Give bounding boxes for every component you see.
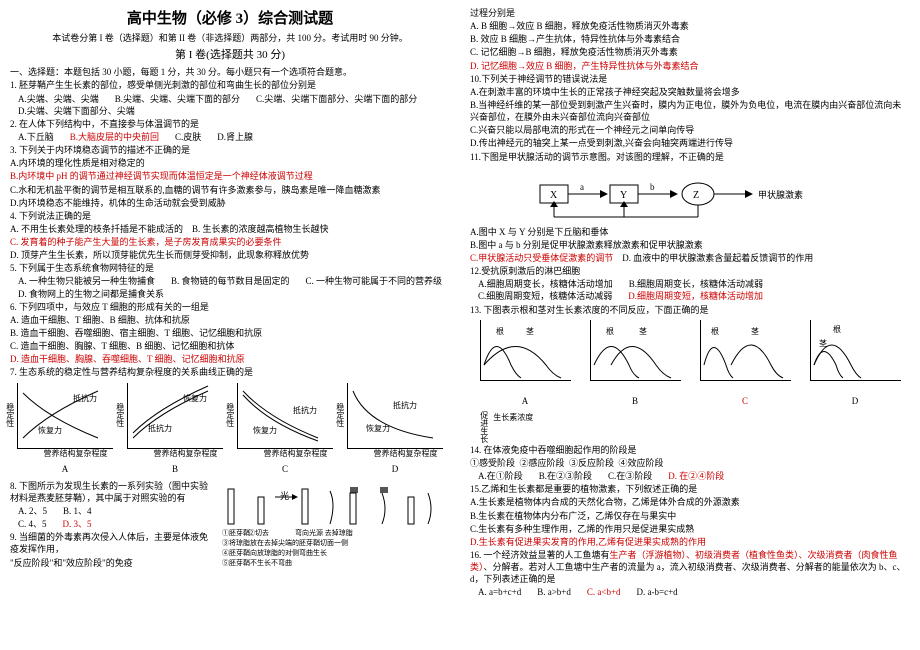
svg-text:茎: 茎	[526, 326, 534, 336]
svg-text:②切去: ②切去	[248, 528, 269, 537]
svg-text:弯向光源 去掉琼脂: 弯向光源 去掉琼脂	[295, 528, 353, 537]
chart-d-icon: 抵抗力 恢复力	[348, 383, 443, 448]
svg-text:茎: 茎	[819, 338, 827, 348]
q16-opts: A. a=b+c+dB. a>b+dC. a<b+dD. a-b=c+d	[478, 586, 910, 598]
exam-subtitle: 本试卷分第 I 卷（选择题）和第 II 卷（非选择题）两部分，共 100 分。考…	[10, 32, 450, 44]
q5-stem: 5. 下列属于生态系统食物网特征的是	[10, 262, 450, 274]
svg-text:Y: Y	[620, 190, 627, 201]
svg-text:①胚芽鞘: ①胚芽鞘	[222, 528, 250, 537]
svg-text:根: 根	[833, 324, 841, 334]
svg-text:X: X	[550, 190, 558, 201]
svg-text:甲状腺激素: 甲状腺激素	[758, 189, 803, 200]
q12-stem: 12.受抗原刺激后的淋巴细胞	[470, 265, 910, 277]
svg-text:b: b	[650, 182, 655, 192]
exam-title: 高中生物（必修 3）综合测试题	[10, 9, 450, 29]
q10-stem: 10.下列关于神经调节的错误说法是	[470, 73, 910, 85]
q1-stem: 1. 胚芽鞘产生生长素的部位，感受单侧光刺激的部位和弯曲生长的部位分别是	[10, 79, 450, 91]
svg-text:抵抗力: 抵抗力	[393, 400, 417, 410]
q7-stem: 7. 生态系统的稳定性与营养结构复杂程度的关系曲线正确的是	[10, 366, 450, 378]
chart13-b-icon: 根茎	[591, 320, 681, 380]
svg-text:根: 根	[606, 326, 614, 336]
svg-text:恢复力: 恢复力	[366, 423, 390, 433]
q2-stem: 2. 在人体下列结构中，不直接参与体温调节的是	[10, 118, 450, 130]
q16-stem: 16. 一个经济效益显著的人工鱼塘有生产者（浮游植物）、初级消费者（植食性鱼类）…	[470, 549, 910, 585]
q4-stem: 4. 下列说法正确的是	[10, 210, 450, 222]
chart13-d-icon: 根茎	[811, 320, 901, 380]
svg-text:恢复力: 恢复力	[38, 425, 62, 435]
q13-charts: 根茎 A 根茎 B 根茎 C 根茎 D	[470, 320, 910, 407]
q11-diagram: X a Y b Z 甲状腺激素	[530, 167, 910, 222]
section-heading: 第 I 卷(选择题共 30 分)	[10, 48, 450, 63]
q5-opts: A. 一种生物只能被另一种生物捕食B. 食物链的每节数目是固定的 C. 一种生物…	[18, 275, 450, 299]
q6-stem: 6. 下列四项中，与效应 T 细胞的形成有关的一组是	[10, 301, 450, 313]
q1-opts: A.尖端、尖端、尖端B.尖端、尖端、尖端下面的部分 C.尖端、尖端下面部分、尖端…	[18, 93, 450, 117]
q3-stem: 3. 下列关于内环境稳态调节的描述不正确的是	[10, 144, 450, 156]
q15-stem: 15.乙烯和生长素都是重要的植物激素，下列叙述正确的是	[470, 483, 910, 495]
chart-a-icon: 抵抗力 恢复力	[18, 383, 113, 448]
q12-opts: A.细胞周期变长，核糖体活动增加B.细胞周期变长，核糖体活动减弱 C.细胞周期变…	[478, 278, 910, 302]
q11-stem: 11.下图是甲状腺活动的调节示意图。对该图的理解，不正确的是	[470, 151, 910, 163]
svg-text:抵抗力: 抵抗力	[73, 393, 97, 403]
q13-stem: 13. 下图表示根和茎对生长素浓度的不同反应，下面正确的是	[470, 304, 910, 316]
svg-text:Z: Z	[693, 190, 699, 201]
chart-b-icon: 恢复力 抵抗力	[128, 383, 223, 448]
q14-stem: 14. 在体液免疫中吞噬细胞起作用的阶段是	[470, 444, 910, 456]
svg-text:根: 根	[711, 326, 719, 336]
svg-text:a: a	[580, 182, 584, 192]
svg-text:茎: 茎	[751, 326, 759, 336]
chart13-c-icon: 根茎	[701, 320, 791, 380]
svg-text:恢复力: 恢复力	[253, 425, 277, 435]
q7-charts: 抵抗力 恢复力 营养结构复杂程度 稳定性 A 恢复力 抵抗力 营养结构复杂程度 …	[10, 383, 450, 475]
svg-text:光: 光	[280, 490, 289, 501]
q8-block: 8. 下图所示为发现生长素的一系列实验（图中实验材料是燕麦胚芽鞘），其中属于对照…	[10, 479, 450, 570]
q14-opts: A.在①阶段B.在②③阶段C.在③阶段D. 在②④阶段	[478, 470, 910, 482]
intro-text: 一、选择题：本题包括 30 小题，每题 1 分，共 30 分。每小题只有一个选项…	[10, 66, 450, 78]
chart-c-icon: 抵抗力 恢复力	[238, 383, 333, 448]
svg-text:⑤胚芽鞘不生长不弯曲: ⑤胚芽鞘不生长不弯曲	[222, 558, 292, 567]
q8-diagram-icon: 光 ①胚芽鞘 ②切去 弯向光源 去掉琼脂 ③将琼脂放在去掉尖端的胚芽鞘切面一侧 …	[220, 479, 450, 567]
q11-diagram-icon: X a Y b Z 甲状腺激素	[530, 167, 830, 222]
q9-cont: 过程分别是	[470, 7, 910, 19]
svg-text:抵抗力: 抵抗力	[148, 423, 172, 433]
q2-opts: A.下丘脑B.大脑皮层的中央前回C.皮肤D.肾上腺	[18, 131, 450, 143]
svg-text:根: 根	[496, 326, 504, 336]
svg-text:④胚芽鞘向放琼脂的对侧弯曲生长: ④胚芽鞘向放琼脂的对侧弯曲生长	[222, 548, 327, 557]
svg-text:③将琼脂放在去掉尖端的胚芽鞘切面一侧: ③将琼脂放在去掉尖端的胚芽鞘切面一侧	[222, 538, 348, 547]
chart13-a-icon: 根茎	[481, 320, 571, 380]
svg-text:恢复力: 恢复力	[183, 393, 207, 403]
svg-text:茎: 茎	[639, 326, 647, 336]
svg-text:抵抗力: 抵抗力	[293, 405, 317, 415]
